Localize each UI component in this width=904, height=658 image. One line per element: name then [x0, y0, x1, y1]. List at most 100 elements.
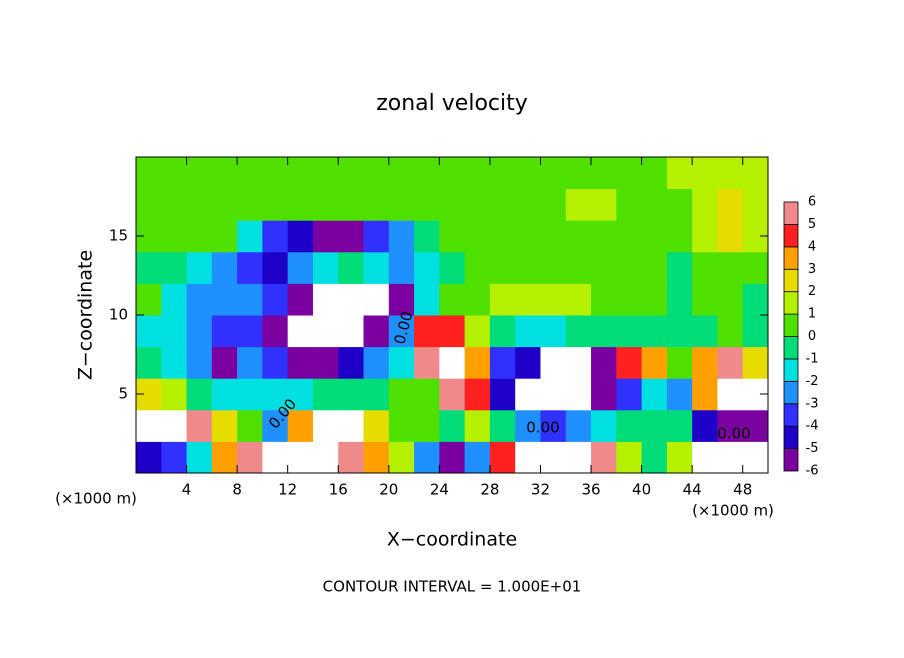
heat-cell — [616, 346, 643, 379]
heat-cell — [515, 378, 541, 411]
heat-cell — [515, 346, 541, 379]
heat-cell — [464, 378, 491, 411]
heat-cell — [262, 409, 289, 442]
x-unit: (×1000 m) — [692, 502, 774, 520]
heat-cell — [363, 251, 390, 284]
heat-cell — [439, 315, 466, 348]
heat-cell — [312, 251, 339, 284]
heat-cell — [237, 441, 263, 474]
heat-cell — [211, 188, 238, 221]
heat-cell — [237, 315, 263, 348]
heat-cell — [262, 220, 289, 253]
heat-cell — [414, 251, 440, 284]
y-axis-label: Z−coordinate — [75, 250, 97, 380]
heat-cell — [717, 315, 744, 348]
heat-cell — [439, 409, 466, 442]
heat-cell — [363, 409, 390, 442]
heat-cell — [161, 220, 188, 253]
colorbar-label: 4 — [808, 239, 816, 254]
x-tick-label: 40 — [632, 481, 651, 499]
heat-cell — [186, 409, 213, 442]
heat-cell — [287, 409, 314, 442]
heat-cell — [262, 283, 289, 316]
heat-cell — [262, 315, 289, 348]
heat-cell — [439, 220, 466, 253]
heat-cell — [338, 188, 365, 221]
contour-label: 0.00 — [717, 425, 750, 443]
heat-cell — [186, 378, 213, 411]
heat-cell — [717, 157, 744, 190]
heat-cell — [464, 315, 491, 348]
heat-cell — [692, 346, 718, 379]
colorbar-swatch — [783, 380, 799, 405]
x-tick-label: 8 — [232, 481, 242, 499]
heat-cell — [666, 441, 693, 474]
colorbar-label: -1 — [806, 351, 819, 366]
y-tick-label: 10 — [109, 306, 128, 324]
heat-cell — [641, 157, 668, 190]
x-axis-label: X−coordinate — [387, 529, 517, 551]
contour-label: 0.00 — [526, 419, 559, 437]
heat-cell — [591, 346, 617, 379]
heat-cell — [136, 441, 162, 474]
heat-cell — [211, 378, 238, 411]
heat-cell — [616, 441, 643, 474]
colorbar-swatch — [783, 313, 799, 337]
heat-cell — [489, 346, 516, 379]
heat-cell — [540, 220, 567, 253]
heat-cell — [692, 157, 718, 190]
heat-cell — [489, 188, 516, 221]
colorbar-label: 6 — [808, 195, 816, 210]
heat-cell — [717, 409, 744, 442]
heat-cell — [186, 220, 213, 253]
heat-cell — [262, 346, 289, 379]
heat-cell — [262, 251, 289, 284]
heat-cell — [565, 346, 592, 379]
heat-cell — [692, 220, 718, 253]
heat-cell — [489, 441, 516, 474]
heat-cell — [616, 409, 643, 442]
heat-cell — [616, 157, 643, 190]
heat-cell — [136, 346, 162, 379]
heat-cell — [161, 346, 188, 379]
heat-cell — [489, 157, 516, 190]
heat-cell — [363, 378, 390, 411]
heat-cell — [161, 188, 188, 221]
heat-cell — [641, 441, 668, 474]
heat-cell — [742, 409, 769, 442]
heat-cell — [161, 315, 188, 348]
heat-cell — [742, 283, 769, 316]
colorbar-swatch — [783, 224, 799, 248]
heat-cell — [591, 188, 617, 221]
heat-cell — [591, 157, 617, 190]
heat-cell — [641, 378, 668, 411]
heat-cell — [186, 157, 213, 190]
heat-cell — [136, 251, 162, 284]
heat-cell — [287, 283, 314, 316]
heat-cell — [489, 220, 516, 253]
heat-cell — [565, 251, 592, 284]
heat-cell — [237, 346, 263, 379]
heat-cell — [717, 188, 744, 221]
heat-cell — [338, 220, 365, 253]
heat-cell — [312, 441, 339, 474]
heat-cell — [439, 251, 466, 284]
heat-cell — [338, 441, 365, 474]
heat-cell — [565, 315, 592, 348]
heat-cell — [186, 283, 213, 316]
heat-cell — [742, 251, 769, 284]
heat-cell — [287, 441, 314, 474]
heat-cell — [186, 315, 213, 348]
heat-cell — [515, 409, 541, 442]
colorbar-label: -6 — [806, 464, 819, 479]
heat-cell — [338, 251, 365, 284]
colorbar-label: -3 — [806, 396, 819, 411]
heat-cell — [666, 283, 693, 316]
heat-cell — [388, 409, 415, 442]
heat-cell — [414, 409, 440, 442]
heat-cell — [161, 378, 188, 411]
heat-cell — [186, 188, 213, 221]
x-tick-label: 12 — [278, 481, 297, 499]
colorbar-label: -5 — [806, 441, 819, 456]
